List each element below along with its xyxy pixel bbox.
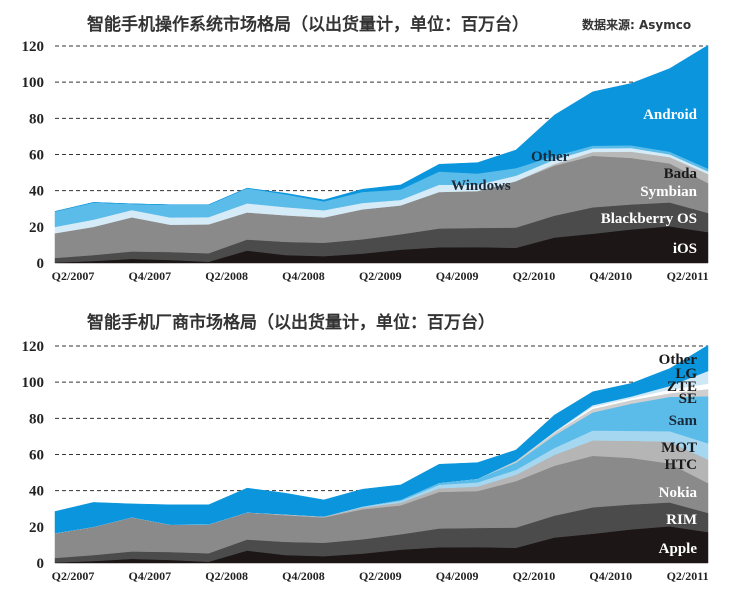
y-tick-label: 0: [37, 256, 45, 272]
x-tick-label: Q2/2007: [52, 569, 95, 583]
chart2-title: 智能手机厂商市场格局（以出货量计，单位：百万台）: [87, 313, 495, 333]
x-tick-label: Q2/2011: [667, 569, 709, 583]
area-other: [54, 344, 709, 534]
x-tick-label: Q2/2010: [513, 569, 556, 583]
y-tick-label: 60: [29, 148, 44, 164]
x-tick-label: Q4/2008: [282, 269, 325, 283]
x-tick-label: Q2/2008: [205, 569, 248, 583]
area-android: [54, 44, 709, 212]
y-tick-label: 80: [29, 111, 44, 127]
x-tick-label: Q2/2010: [513, 269, 556, 283]
y-tick-label: 20: [29, 220, 44, 236]
chart1-source: 数据来源: Asymco: [582, 18, 692, 32]
x-tick-label: Q4/2010: [589, 569, 632, 583]
y-tick-label: 120: [22, 339, 45, 355]
x-tick-label: Q2/2011: [667, 269, 709, 283]
y-tick-label: 20: [29, 520, 44, 536]
y-tick-label: 100: [22, 75, 45, 91]
x-tick-label: Q4/2009: [436, 569, 479, 583]
y-tick-label: 80: [29, 411, 44, 427]
x-tick-label: Q2/2009: [359, 569, 402, 583]
y-tick-label: 0: [37, 556, 45, 572]
x-tick-label: Q4/2007: [128, 569, 171, 583]
x-tick-label: Q4/2008: [282, 569, 325, 583]
x-tick-label: Q4/2009: [436, 269, 479, 283]
x-tick-label: Q2/2007: [52, 269, 95, 283]
x-tick-label: Q2/2009: [359, 269, 402, 283]
x-tick-label: Q2/2008: [205, 269, 248, 283]
chart1-title: 智能手机操作系统市场格局（以出货量计，单位：百万台）: [87, 15, 529, 35]
y-tick-label: 60: [29, 448, 44, 464]
y-tick-label: 40: [29, 184, 44, 200]
x-tick-label: Q4/2007: [128, 269, 171, 283]
y-tick-label: 120: [22, 39, 45, 55]
y-tick-label: 100: [22, 375, 45, 391]
x-tick-label: Q4/2010: [589, 269, 632, 283]
y-tick-label: 40: [29, 484, 44, 500]
